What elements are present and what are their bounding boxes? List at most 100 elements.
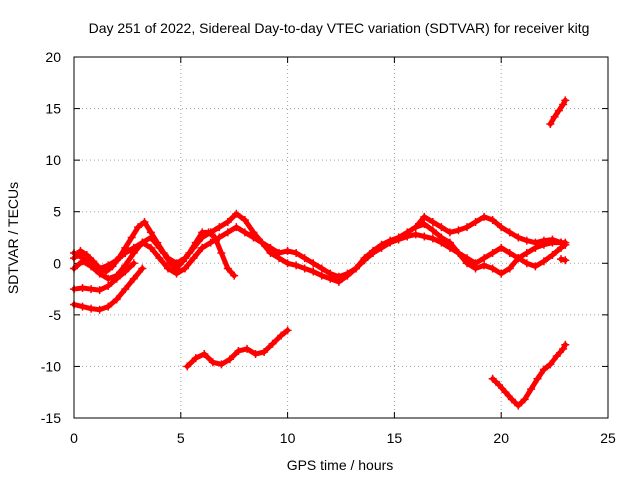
data-point (531, 238, 540, 247)
data-point (172, 259, 181, 268)
data-point (559, 344, 568, 353)
data-point (351, 264, 360, 273)
data-point (183, 362, 192, 371)
data-point (488, 215, 497, 224)
plot-frame (73, 56, 609, 419)
data-point (497, 223, 506, 232)
data-point (497, 269, 506, 278)
data-point (232, 223, 241, 232)
data-point (249, 233, 258, 242)
data-point (539, 365, 548, 374)
data-point (76, 246, 85, 255)
data-point (181, 254, 190, 263)
data-point (127, 233, 136, 242)
data-point (552, 352, 561, 361)
data-series-s9 (546, 96, 570, 129)
data-point (300, 254, 309, 263)
data-point (138, 264, 147, 273)
data-point (411, 223, 420, 232)
data-point (121, 267, 130, 276)
data-point (260, 347, 269, 356)
data-point (559, 100, 568, 109)
data-point (240, 228, 249, 237)
data-point (95, 286, 104, 295)
data-point (104, 261, 113, 270)
data-point (548, 235, 557, 244)
data-point (243, 344, 252, 353)
data-point (539, 236, 548, 245)
data-point (522, 259, 531, 268)
data-point (343, 271, 352, 280)
data-point (411, 230, 420, 239)
data-point (420, 212, 429, 221)
data-series-trace (490, 342, 568, 409)
y-tick-label: -10 (41, 358, 61, 374)
data-point (181, 264, 190, 273)
data-point (480, 212, 489, 221)
data-series-s7 (183, 326, 292, 371)
data-point (300, 264, 309, 273)
data-point (223, 264, 232, 273)
data-point (146, 233, 155, 242)
data-point (334, 277, 343, 286)
data-point (87, 285, 96, 294)
data-point (163, 264, 172, 273)
data-point (129, 243, 138, 252)
data-point (268, 339, 277, 348)
data-point (505, 248, 514, 257)
data-point (208, 358, 217, 367)
data-point (121, 285, 130, 294)
x-tick-label: 15 (387, 430, 403, 446)
data-point (420, 232, 429, 241)
data-point (146, 243, 155, 252)
x-axis-label: GPS time / hours (287, 457, 394, 473)
data-point (112, 274, 121, 283)
data-point (505, 264, 514, 273)
data-point (488, 264, 497, 273)
data-point (230, 271, 239, 280)
data-point (121, 248, 130, 257)
data-point (200, 350, 209, 359)
data-point (377, 243, 386, 252)
data-point (386, 238, 395, 247)
data-point (129, 274, 138, 283)
y-tick-label: 15 (45, 101, 61, 117)
data-point (454, 226, 463, 235)
data-point (292, 248, 301, 257)
data-point (87, 304, 96, 313)
data-point (198, 233, 207, 242)
data-point (223, 228, 232, 237)
data-layer (70, 96, 570, 410)
x-tick-label: 20 (493, 430, 509, 446)
x-tick-label: 10 (280, 430, 296, 446)
data-point (78, 302, 87, 311)
data-point (394, 235, 403, 244)
data-point (257, 238, 266, 247)
data-point (505, 228, 514, 237)
y-tick-label: 20 (45, 49, 61, 65)
y-tick-label: 10 (45, 152, 61, 168)
data-point (104, 302, 113, 311)
data-point (488, 374, 497, 383)
data-point (557, 255, 566, 264)
data-point (78, 254, 87, 263)
data-point (488, 248, 497, 257)
data-point (471, 218, 480, 227)
data-point (104, 274, 113, 283)
data-point (155, 254, 164, 263)
data-point (546, 120, 555, 129)
data-point (522, 248, 531, 257)
y-tick-label: -15 (41, 410, 61, 426)
data-point (215, 223, 224, 232)
data-point (134, 223, 143, 232)
data-point (102, 267, 111, 276)
data-point (514, 254, 523, 263)
data-point (561, 96, 570, 105)
data-point (463, 223, 472, 232)
data-point (317, 264, 326, 273)
data-point (360, 256, 369, 265)
y-tick-label: 0 (53, 255, 61, 271)
data-point (369, 248, 378, 257)
y-tick-label: 5 (53, 204, 61, 220)
